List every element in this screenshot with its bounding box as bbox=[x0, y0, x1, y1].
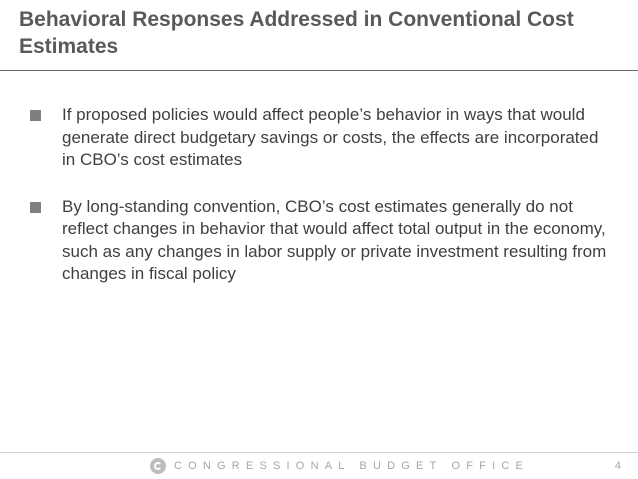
footer-divider bbox=[0, 452, 638, 453]
cbo-logo-icon bbox=[150, 458, 166, 474]
bullet-list: If proposed policies would affect people… bbox=[30, 104, 615, 310]
bullet-item: If proposed policies would affect people… bbox=[30, 104, 615, 172]
bullet-item: By long-standing convention, CBO’s cost … bbox=[30, 196, 615, 286]
slide-title: Behavioral Responses Addressed in Conven… bbox=[19, 8, 574, 58]
bullet-text: By long-standing convention, CBO’s cost … bbox=[62, 196, 607, 284]
square-bullet-icon bbox=[30, 201, 41, 213]
square-bullet-icon bbox=[30, 110, 41, 121]
footer-organization: CONGRESSIONAL BUDGET OFFICE bbox=[174, 460, 530, 472]
bullet-text: If proposed policies would affect people… bbox=[62, 105, 599, 169]
page-number: 4 bbox=[614, 460, 621, 472]
title-divider bbox=[0, 70, 638, 71]
